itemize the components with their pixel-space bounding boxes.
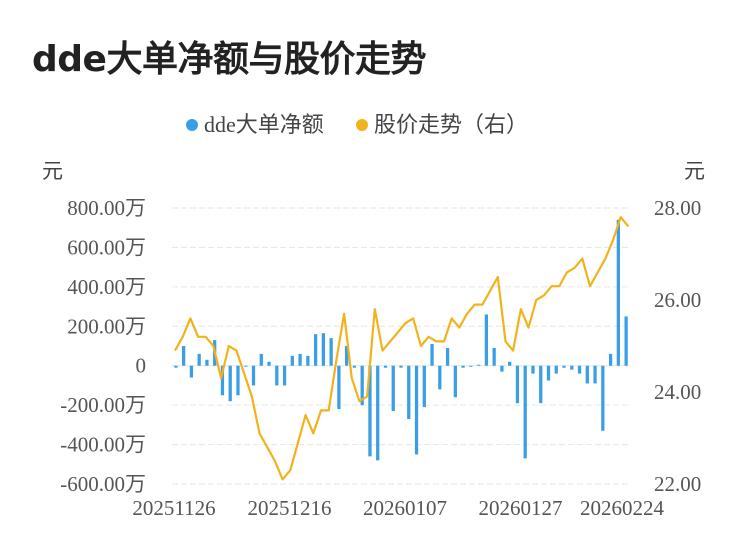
bar xyxy=(236,365,240,396)
bar xyxy=(244,365,248,367)
x-tick-label: 20251126 xyxy=(132,496,215,520)
left-axis-unit: 元 xyxy=(42,159,63,183)
bar xyxy=(422,365,426,408)
bar xyxy=(205,359,209,366)
bar xyxy=(445,347,450,366)
left-tick-label: 600.00万 xyxy=(67,235,146,259)
x-tick-label: 20251216 xyxy=(248,496,332,520)
bar xyxy=(523,365,527,459)
bar xyxy=(360,365,364,406)
bar xyxy=(182,346,186,366)
bar xyxy=(399,365,403,368)
bar xyxy=(500,365,504,372)
line-series xyxy=(174,216,630,481)
bar xyxy=(601,365,605,431)
bar xyxy=(461,365,465,368)
left-tick-label: 0 xyxy=(136,354,147,378)
left-tick-label: 800.00万 xyxy=(67,196,146,220)
bar xyxy=(267,361,271,366)
bar xyxy=(407,365,411,419)
bar xyxy=(275,365,279,386)
bar xyxy=(438,365,442,390)
bar xyxy=(251,365,256,386)
left-tick-label: 400.00万 xyxy=(67,275,146,299)
bar xyxy=(577,365,582,374)
bar xyxy=(414,365,419,455)
bar xyxy=(383,365,388,368)
bar xyxy=(539,365,543,404)
bar xyxy=(376,365,380,461)
right-tick-label: 22.00 xyxy=(654,472,701,496)
bar xyxy=(608,353,613,366)
bar xyxy=(624,316,628,366)
chart-title: dde大单净额与股价走势 xyxy=(32,39,426,80)
bar xyxy=(298,353,302,366)
left-axis-ticks: 800.00万 600.00万 400.00万 200.00万 0 -200.00万 -40… xyxy=(60,196,146,496)
right-axis-ticks: 28.00 26.00 24.00 22.00 xyxy=(654,196,701,496)
bar xyxy=(531,365,535,374)
bar xyxy=(174,365,178,368)
left-tick-label: -400.00万 xyxy=(60,433,146,457)
bar xyxy=(515,365,520,404)
bar xyxy=(570,365,574,370)
bar xyxy=(492,347,496,366)
bar xyxy=(476,364,481,366)
gridlines xyxy=(172,207,630,485)
right-tick-label: 24.00 xyxy=(654,380,701,404)
bar xyxy=(430,344,434,366)
left-tick-label: -200.00万 xyxy=(60,393,146,417)
x-tick-label: 20260107 xyxy=(363,496,447,520)
x-tick-label: 20260224 xyxy=(580,496,665,520)
bar xyxy=(453,365,457,398)
legend-label-bars: dde大单净额 xyxy=(204,112,324,137)
bar xyxy=(345,346,349,366)
left-tick-label: -600.00万 xyxy=(60,472,146,496)
bar-series xyxy=(174,219,628,461)
legend: dde大单净额 股价走势（右） xyxy=(186,112,528,137)
x-axis-ticks: 20251126 20251216 20260107 20260127 20260224 xyxy=(132,496,664,520)
right-axis-unit: 元 xyxy=(684,159,705,183)
bar xyxy=(469,365,473,367)
bar xyxy=(220,365,225,396)
price-line xyxy=(174,216,630,481)
bar xyxy=(562,365,566,368)
bar xyxy=(189,365,194,378)
bar xyxy=(554,365,558,374)
bar xyxy=(484,314,489,366)
bar xyxy=(290,355,294,366)
bar xyxy=(306,355,310,366)
x-tick-label: 20260127 xyxy=(479,496,563,520)
bar xyxy=(321,333,326,366)
legend-label-line: 股价走势（右） xyxy=(374,112,528,137)
bar xyxy=(508,361,512,366)
bar xyxy=(329,338,333,366)
bar xyxy=(546,365,551,381)
left-tick-label: 200.00万 xyxy=(67,314,146,338)
bar xyxy=(593,365,597,384)
legend-marker-bars xyxy=(186,119,198,131)
bar xyxy=(197,353,201,366)
bar xyxy=(313,334,318,366)
bar xyxy=(616,219,620,366)
bar xyxy=(337,365,341,410)
right-tick-label: 28.00 xyxy=(654,196,701,220)
bar xyxy=(352,365,357,368)
right-tick-label: 26.00 xyxy=(654,288,701,312)
bar xyxy=(282,365,287,386)
bar xyxy=(585,365,589,384)
bar xyxy=(391,365,395,412)
bar xyxy=(259,353,263,366)
bar xyxy=(228,365,232,402)
legend-marker-line xyxy=(356,119,368,131)
bar xyxy=(368,365,372,457)
